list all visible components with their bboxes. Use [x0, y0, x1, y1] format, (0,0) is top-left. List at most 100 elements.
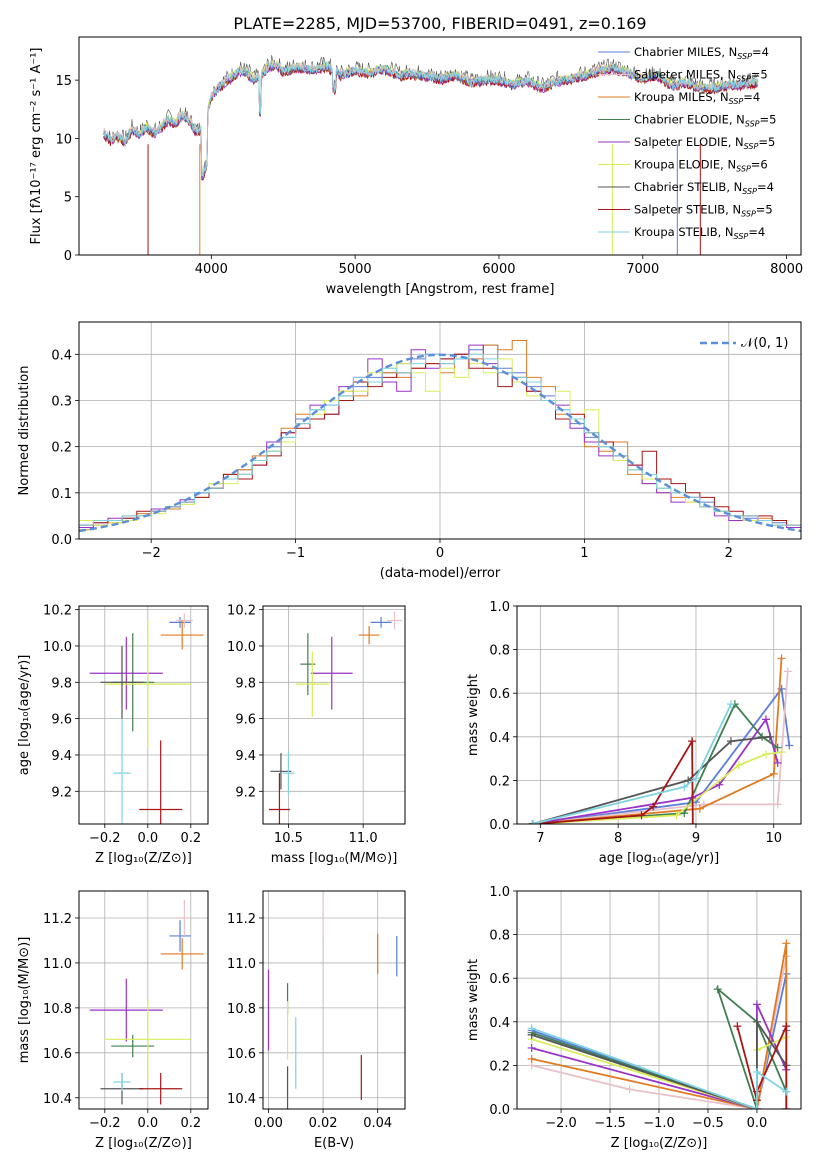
weight-marker — [688, 820, 697, 824]
weight-line-salpeter-miles — [532, 671, 789, 824]
x-axis-label: wavelength [Angstrom, rest frame] — [326, 282, 555, 297]
x-tick-label: 0 — [436, 546, 444, 561]
x-axis-label: Z [log₁₀(Z/Z⊙)] — [95, 1136, 192, 1151]
axes-frame — [78, 36, 802, 256]
axes-frame — [78, 605, 209, 825]
y-tick-label: 10.2 — [227, 604, 256, 619]
y-tick-label: 10.8 — [227, 1002, 256, 1017]
spectrum-legend: Chabrier MILES, NSSP=4 Salpeter MILES, NS… — [598, 45, 776, 241]
x-tick-label: 0.04 — [363, 1116, 392, 1131]
weight-marker — [785, 741, 794, 750]
y-tick-label: 0.2 — [51, 441, 72, 456]
y-tick-label: 9.4 — [51, 749, 72, 764]
plot-area — [103, 55, 758, 255]
weight-marker — [695, 804, 704, 813]
weight-marker — [782, 1022, 791, 1031]
y-tick-label: 0.8 — [489, 644, 510, 659]
y-tick-label: 10.6 — [43, 1047, 72, 1062]
weight-marker — [528, 820, 537, 824]
weight-marker — [777, 748, 786, 757]
weight-marker — [752, 1105, 761, 1109]
y-tick-label: 1.0 — [489, 885, 510, 900]
weight-line-kroupa-stelib — [532, 703, 732, 824]
x-tick-label: 10 — [765, 831, 782, 846]
x-axis-label: E(B-V) — [314, 1136, 354, 1151]
weight-marker — [715, 780, 724, 789]
weight-marker — [752, 1017, 761, 1026]
legend-label: Chabrier STELIB, NSSP=4 — [634, 180, 774, 196]
x-axis-label: Z [log₁₀(Z/Z⊙)] — [611, 1136, 708, 1151]
weight-line-kroupa-stelib — [531, 1027, 787, 1109]
x-tick-label: 8000 — [770, 262, 803, 277]
legend-label: Kroupa ELODIE, NSSP=6 — [634, 158, 768, 174]
y-tick-label: 9.8 — [235, 676, 256, 691]
plot-area — [527, 939, 791, 1109]
weight-line-chabrier-miles — [532, 686, 791, 824]
x-axis-label: mass [log₁₀(M/M⊙)] — [271, 851, 398, 866]
x-tick-label: 7 — [536, 831, 544, 846]
y-axis-label: mass weight — [466, 959, 481, 1041]
x-tick-label: 0.2 — [180, 831, 201, 846]
x-tick-label: 6000 — [482, 262, 515, 277]
y-tick-label: 0.0 — [489, 818, 510, 833]
x-tick-label: 0.2 — [180, 1116, 201, 1131]
axes-frame — [262, 605, 406, 825]
y-tick-label: 0.6 — [489, 687, 510, 702]
weight-marker — [649, 802, 658, 811]
panel-mass-vs-Z: −0.2 0.0 0.2 10.4 10.6 10.8 11.0 11.2 Z [log₁₀(Z… — [17, 890, 209, 1151]
y-axis-label: mass weight — [466, 674, 481, 756]
x-tick-label: 5000 — [339, 262, 372, 277]
x-tick-label: 0.00 — [254, 1116, 283, 1131]
y-tick-label: 10.0 — [43, 640, 72, 655]
plot-area — [79, 340, 801, 539]
weight-marker — [726, 700, 735, 709]
y-tick-label: 9.2 — [51, 785, 72, 800]
spectrum-line-salpeter-miles — [103, 60, 758, 177]
weight-marker — [527, 1024, 536, 1033]
y-tick-label: 15 — [55, 74, 72, 89]
panel-spectrum: 4000 5000 6000 7000 8000 0 5 10 15 wavelength [An… — [29, 36, 803, 297]
panel-mass-weight-vs-Z: −2.0 −1.5 −1.0 −0.5 0.0 0.0 0.2 0.4 0.6 0.8 1.0 Z [… — [466, 885, 802, 1151]
y-tick-label: 10.8 — [43, 1002, 72, 1017]
weight-marker — [752, 1067, 761, 1076]
weight-marker — [782, 1087, 791, 1096]
weight-line-salpeter-miles — [531, 956, 788, 1109]
panel-age-vs-mass: 10.5 11.0 9.2 9.4 9.6 9.8 10.0 10.2 mass [log₁₀(… — [227, 604, 406, 866]
x-tick-label: 7000 — [626, 262, 659, 277]
weight-marker — [777, 654, 786, 663]
y-tick-label: 0.4 — [489, 1016, 510, 1031]
y-tick-label: 10.2 — [43, 604, 72, 619]
y-tick-label: 11.0 — [227, 957, 256, 972]
axes-frame — [516, 605, 802, 825]
x-axis-label: Z [log₁₀(Z/Z⊙)] — [95, 851, 192, 866]
x-axis-label: age [log₁₀(age/yr)] — [599, 851, 720, 866]
weight-marker — [527, 1054, 536, 1063]
y-tick-label: 10 — [55, 132, 72, 147]
x-tick-label: 0.02 — [309, 1116, 338, 1131]
y-tick-label: 0.0 — [489, 1103, 510, 1118]
y-tick-label: 0.6 — [489, 972, 510, 987]
x-tick-label: −1.5 — [594, 1116, 626, 1131]
y-tick-label: 0.2 — [489, 1059, 510, 1074]
weight-marker — [625, 1085, 634, 1094]
weight-marker — [726, 737, 735, 746]
y-tick-label: 1.0 — [489, 600, 510, 615]
y-tick-label: 0.0 — [51, 533, 72, 548]
weight-marker — [783, 667, 792, 676]
legend-label: Chabrier MILES, NSSP=4 — [634, 45, 769, 61]
y-tick-label: 10.0 — [227, 640, 256, 655]
y-tick-label: 0.2 — [489, 774, 510, 789]
x-axis-label: (data-model)/error — [380, 566, 501, 581]
weight-marker — [688, 737, 697, 746]
legend-label: Salpeter MILES, NSSP=5 — [634, 68, 768, 84]
x-tick-label: −0.5 — [692, 1116, 724, 1131]
legend-label: Salpeter ELODIE, NSSP=5 — [634, 135, 775, 151]
weight-marker — [782, 939, 791, 948]
weight-marker — [733, 1022, 742, 1031]
normal-curve — [79, 353, 801, 533]
weight-line-chabrier-stelib — [531, 1018, 788, 1109]
y-tick-label: 9.4 — [235, 749, 256, 764]
normal-curve-legend-label: 𝒩(0, 1) — [741, 336, 788, 351]
weight-marker — [765, 732, 774, 741]
